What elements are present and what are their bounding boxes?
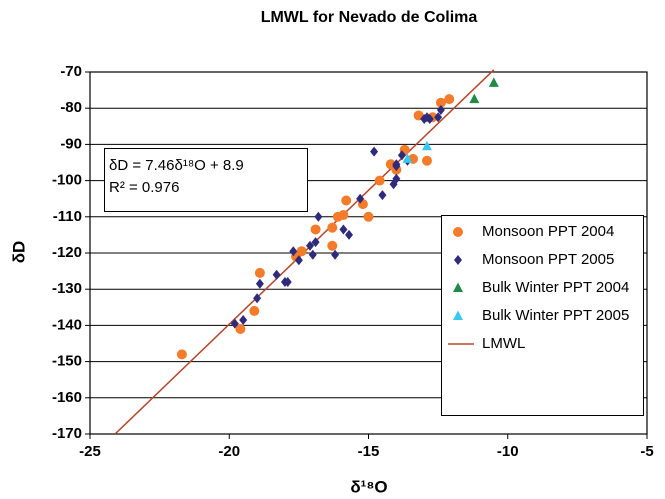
- y-tick-label: -140: [52, 316, 82, 333]
- point: [392, 159, 401, 170]
- legend-marker: [453, 227, 463, 237]
- legend-entry: Monsoon PPT 2004: [448, 223, 637, 241]
- point: [370, 146, 379, 157]
- x-tick-label: -15: [358, 443, 380, 460]
- point: [397, 150, 406, 161]
- point: [341, 195, 352, 206]
- y-tick-label: -100: [52, 172, 82, 189]
- point: [249, 305, 260, 316]
- y-tick-label: -160: [52, 389, 82, 406]
- y-tick-label: -110: [53, 208, 82, 225]
- x-tick-label: -25: [79, 443, 101, 460]
- equation-box: δD = 7.46δ¹⁸O + 8.9 R² = 0.976: [104, 148, 308, 212]
- point: [338, 209, 349, 220]
- legend-marker: [453, 282, 463, 292]
- point: [402, 153, 413, 163]
- point: [327, 240, 338, 251]
- point: [488, 77, 499, 87]
- point: [311, 237, 320, 248]
- point: [254, 267, 265, 278]
- point: [435, 97, 446, 108]
- point: [327, 222, 338, 233]
- point: [253, 293, 262, 304]
- point: [345, 229, 354, 240]
- point: [283, 276, 292, 287]
- point: [235, 324, 246, 335]
- legend-entry: Bulk Winter PPT 2004: [448, 279, 637, 297]
- y-tick-label: -170: [52, 425, 82, 442]
- r-squared: R² = 0.976: [109, 179, 180, 196]
- point: [453, 310, 463, 320]
- point: [306, 240, 315, 251]
- legend-entry: Monsoon PPT 2005: [448, 251, 637, 269]
- legend-marker: [448, 343, 474, 345]
- plot-frame: [89, 71, 648, 435]
- point: [444, 94, 455, 105]
- legend-label: Bulk Winter PPT 2005: [482, 307, 630, 324]
- point: [331, 249, 340, 260]
- chart-title: LMWL for Nevado de Colima: [261, 9, 478, 26]
- legend-label: LMWL: [482, 335, 526, 352]
- y-tick-label: -80: [60, 99, 82, 116]
- equation: δD = 7.46δ¹⁸O + 8.9: [109, 157, 244, 174]
- point: [314, 211, 323, 222]
- y-tick-label: -120: [52, 244, 82, 261]
- legend: Monsoon PPT 2004 Monsoon PPT 2005 Bulk Win…: [441, 215, 644, 416]
- point: [289, 246, 298, 257]
- point: [296, 246, 307, 257]
- legend-marker: [453, 310, 463, 320]
- point: [294, 255, 303, 266]
- point: [230, 318, 239, 329]
- point: [453, 227, 463, 237]
- x-axis-label: δ¹⁸O: [350, 477, 387, 496]
- point: [255, 278, 264, 289]
- legend-entry: LMWL: [448, 335, 637, 353]
- y-tick-label: -130: [52, 280, 82, 297]
- point: [239, 314, 248, 325]
- point: [421, 140, 432, 151]
- x-tick-label: -5: [640, 443, 653, 460]
- point: [469, 93, 480, 104]
- y-axis-label: δD: [9, 241, 28, 264]
- point: [363, 211, 374, 222]
- point: [339, 224, 348, 235]
- point: [374, 175, 385, 186]
- point: [421, 155, 432, 166]
- point: [176, 349, 187, 360]
- legend-label: Monsoon PPT 2005: [482, 251, 615, 268]
- point: [356, 193, 365, 204]
- legend-label: Monsoon PPT 2004: [482, 223, 615, 240]
- y-tick-label: -70: [60, 63, 82, 80]
- point: [453, 282, 463, 292]
- x-tick-label: -20: [218, 443, 240, 460]
- y-tick-label: -90: [60, 135, 82, 152]
- point: [454, 255, 462, 265]
- point: [308, 249, 317, 260]
- point: [392, 173, 401, 184]
- legend-entry: Bulk Winter PPT 2005: [448, 307, 637, 325]
- point: [310, 224, 321, 235]
- legend-label: Bulk Winter PPT 2004: [482, 279, 630, 296]
- y-tick-label: -150: [52, 353, 82, 370]
- point: [436, 105, 445, 116]
- point: [378, 190, 387, 201]
- point: [272, 269, 281, 280]
- x-tick-label: -10: [497, 443, 519, 460]
- point: [422, 112, 431, 123]
- point: [434, 112, 443, 123]
- legend-marker: [454, 255, 462, 265]
